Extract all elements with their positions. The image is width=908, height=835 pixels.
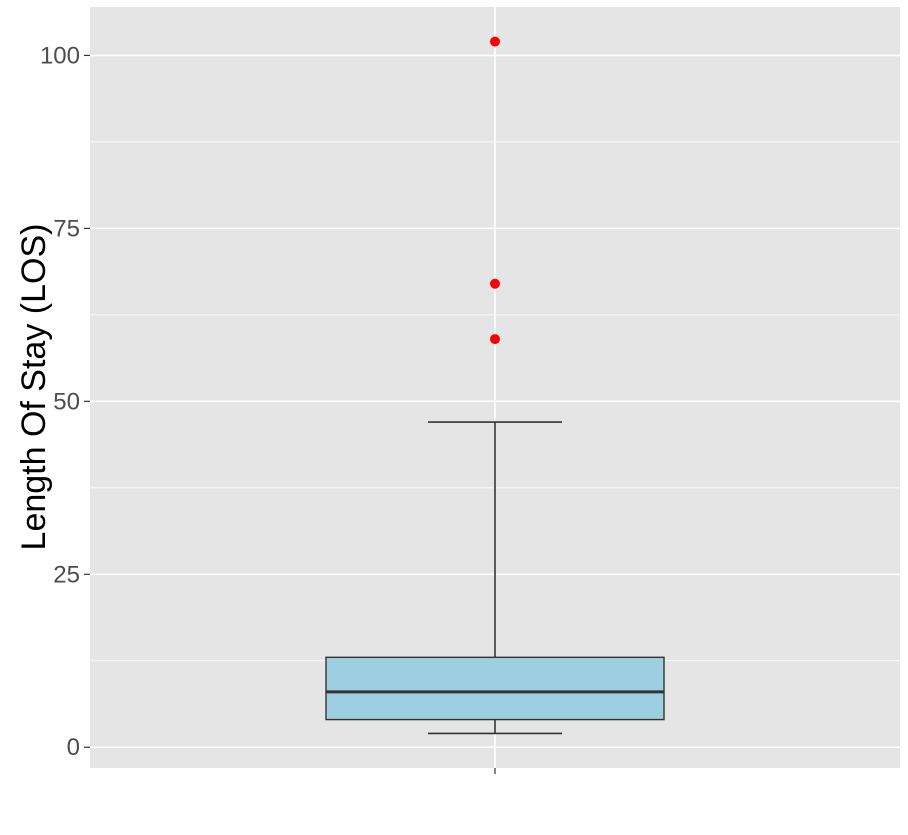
outliers — [490, 36, 500, 345]
y-tick-label: 75 — [53, 215, 80, 242]
outlier-point — [490, 36, 500, 47]
y-tick-label: 25 — [53, 561, 80, 588]
iqr-box — [325, 656, 665, 721]
outlier-point — [490, 278, 500, 289]
y-tick-label: 100 — [40, 42, 80, 69]
outlier-point — [490, 334, 500, 345]
y-tick-label: 50 — [53, 388, 80, 415]
y-axis-title: Length Of Stay (LOS) — [15, 224, 53, 551]
y-tick-label: 0 — [67, 734, 80, 761]
box-group — [325, 421, 665, 735]
y-axis-ticks: 0 25 50 75 100 — [40, 42, 90, 761]
